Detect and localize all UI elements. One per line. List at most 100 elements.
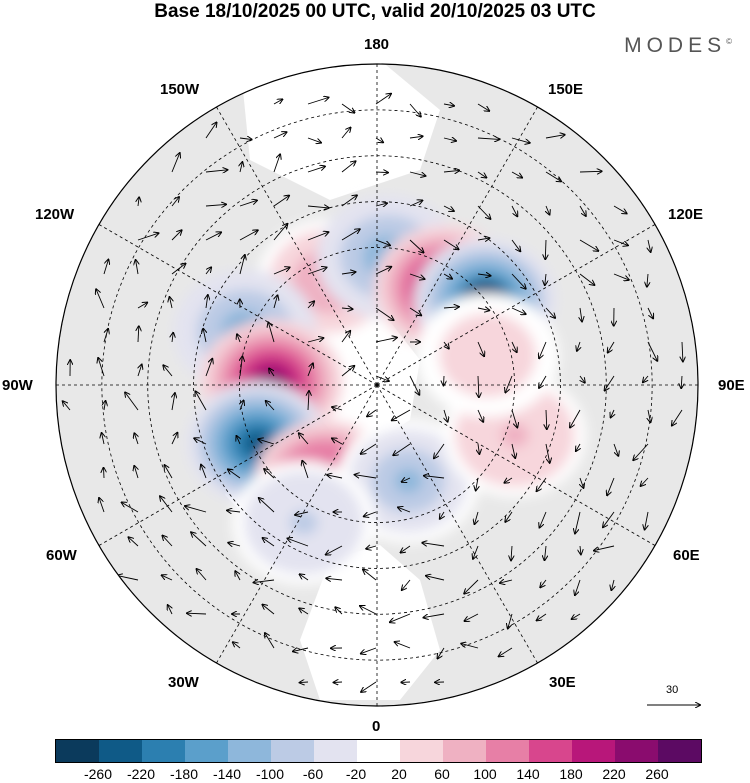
wind-vector — [307, 98, 329, 105]
colorbar-tick-labels: -260 -220 -180 -140 -100 -60 -20 20 60 100 140 180 2… — [55, 766, 700, 782]
wind-vector — [307, 363, 313, 377]
wind-vector — [104, 468, 105, 479]
wind-vector — [63, 401, 71, 411]
wind-vector — [575, 579, 581, 595]
wind-vector — [137, 233, 159, 241]
wind-vector — [545, 273, 546, 285]
wind-vector — [476, 477, 478, 490]
wind-vector — [545, 443, 550, 463]
colorbar-swatch — [271, 740, 314, 762]
anomaly-center — [232, 460, 376, 585]
wind-vector — [401, 545, 411, 553]
wind-vector — [300, 574, 309, 581]
colorbar-tick-label: 180 — [559, 766, 583, 782]
wind-vector — [355, 475, 377, 479]
wind-vector — [511, 239, 520, 251]
colorbar-swatch — [615, 740, 658, 762]
wind-vector — [611, 579, 614, 590]
wind-vector — [539, 341, 547, 358]
wind-vector — [264, 469, 275, 479]
lon-label-120e: 120E — [668, 206, 704, 223]
wind-vector — [545, 135, 565, 138]
wind-vector — [545, 545, 547, 560]
wind-vector — [262, 605, 275, 615]
colorbar-tick-label: -60 — [302, 766, 324, 782]
wind-vector — [440, 511, 444, 519]
wind-vector — [409, 171, 426, 176]
wind-vector — [375, 307, 394, 320]
wind-vector — [341, 195, 357, 207]
colorbar-tick-label: 260 — [645, 766, 669, 782]
wind-vector — [575, 511, 581, 533]
wind-vector — [608, 341, 615, 353]
wind-vector — [254, 580, 275, 583]
map-border — [55, 63, 699, 707]
wind-vector — [273, 224, 287, 241]
wind-vector — [409, 239, 424, 253]
wind-vector — [102, 433, 104, 445]
wind-vector — [572, 613, 581, 619]
wind-vector — [205, 232, 221, 241]
wind-vector — [361, 443, 377, 454]
wind-vector — [258, 439, 275, 445]
wind-vector — [240, 162, 242, 173]
wind-vector — [477, 171, 486, 178]
wind-vector — [443, 170, 459, 172]
wind-vector — [307, 268, 327, 275]
wind-vector — [332, 407, 343, 410]
wind-vector — [239, 200, 257, 207]
wind-vector — [228, 543, 241, 546]
wind-vector — [273, 132, 287, 139]
wind-vector — [195, 391, 207, 411]
wind-vector — [477, 308, 489, 310]
wind-vector — [641, 477, 649, 486]
wind-vector — [375, 267, 391, 275]
wind-vector — [545, 239, 546, 259]
lon-label-150e: 150E — [548, 81, 584, 98]
wind-vector — [341, 308, 352, 309]
wind-vector — [443, 274, 452, 279]
lon-label-90w: 90W — [2, 377, 33, 394]
wind-vector — [443, 205, 454, 211]
wind-vector — [511, 171, 522, 178]
wind-vector — [478, 443, 479, 454]
wind-vector — [672, 409, 683, 426]
wind-vector — [363, 570, 377, 581]
wind-vector — [172, 333, 173, 343]
wind-vector — [327, 475, 343, 478]
wind-vector — [478, 375, 479, 397]
wind-vector — [682, 341, 683, 361]
wind-vector — [341, 161, 356, 173]
wind-vector — [579, 171, 602, 172]
wind-vector — [134, 433, 138, 445]
wind-vector — [205, 267, 211, 275]
wind-vector — [172, 393, 175, 411]
wind-vector — [341, 366, 354, 377]
colorbar-tick-label: -140 — [212, 766, 242, 782]
graticule — [56, 64, 698, 706]
colorbar-tick-label: -20 — [345, 766, 367, 782]
wind-vector — [99, 498, 105, 513]
wind-vector — [307, 338, 323, 343]
wind-vector — [227, 510, 241, 512]
colorbar-swatch — [443, 740, 486, 762]
wind-vector — [205, 123, 217, 139]
wind-vector — [375, 203, 387, 206]
wind-vector — [341, 128, 351, 139]
wind-vector — [293, 648, 309, 651]
wind-vector — [511, 545, 512, 560]
colorbar-tick-label: 20 — [391, 766, 407, 782]
wind-vector — [499, 647, 513, 656]
colorbar-tick-label: -260 — [83, 766, 113, 782]
colorbar-swatch — [658, 740, 701, 762]
wind-vector — [273, 267, 290, 275]
colorbar-swatch — [185, 740, 228, 762]
wind-vector — [409, 136, 423, 138]
wind-vector — [288, 539, 309, 547]
wind-vector — [360, 606, 377, 615]
wind-vector — [299, 433, 309, 445]
wind-vector — [273, 196, 289, 207]
wind-vector — [577, 341, 580, 351]
wind-vector — [171, 264, 186, 275]
